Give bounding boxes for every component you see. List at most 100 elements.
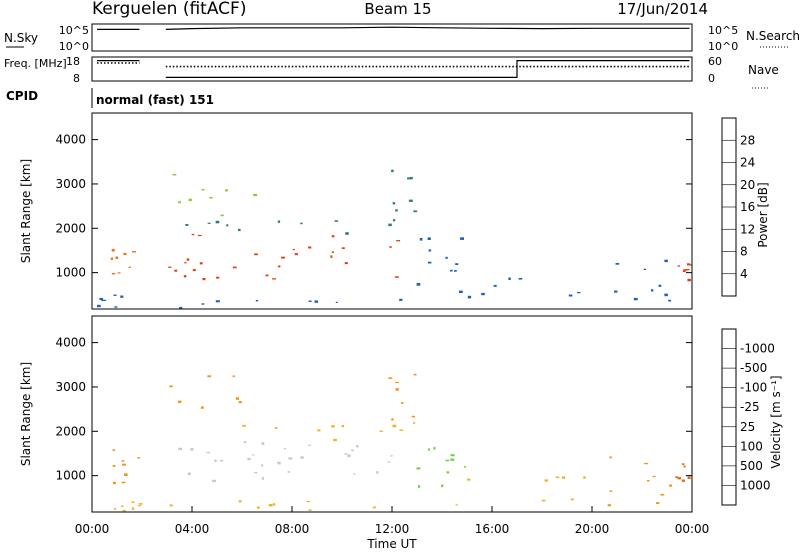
echo-point — [399, 298, 403, 301]
echo-point — [169, 385, 173, 388]
echo-point — [413, 373, 417, 376]
echo-point — [607, 504, 611, 507]
y-tick-label: 3000 — [55, 177, 86, 191]
echo-point — [345, 232, 349, 235]
colorbar-tick-label: -500 — [740, 361, 767, 375]
echo-point — [238, 401, 242, 404]
echo-point — [288, 457, 293, 460]
echo-point — [216, 276, 220, 279]
echo-point — [376, 471, 379, 474]
echo-point — [292, 248, 295, 251]
echo-point — [124, 473, 128, 476]
echo-point — [445, 459, 449, 462]
echo-point — [226, 224, 229, 227]
noise-panel: N.Sky 10^5 10^0 10^5 10^0 N.Search — [4, 23, 800, 53]
echo-point — [651, 289, 654, 292]
velocity-x-axis: 00:00 04:00 08:00 12:00 16:00 20:00 00:00 — [75, 506, 709, 536]
echo-point — [686, 263, 691, 266]
echo-point — [433, 447, 436, 450]
noise-right-tick-bottom: 10^0 — [708, 40, 738, 53]
echo-point — [351, 449, 354, 452]
echo-point — [214, 459, 217, 462]
echo-point — [300, 222, 303, 225]
echo-point — [113, 508, 116, 510]
echo-point — [682, 270, 686, 273]
echo-point — [427, 448, 430, 451]
power-panel: 1000 2000 3000 4000 Slant Range [km] 4 8 12 16… — [19, 112, 770, 310]
echo-point — [418, 485, 421, 488]
x-tick-label: 16:00 — [475, 522, 510, 536]
echo-point — [183, 275, 187, 278]
echo-point — [168, 266, 172, 268]
echo-point — [255, 300, 259, 302]
echo-point — [191, 233, 195, 236]
frequency-right-tick-top: 60 — [708, 55, 722, 68]
echo-point — [123, 252, 127, 255]
echo-point — [347, 454, 351, 457]
echo-point — [391, 418, 394, 421]
echo-point — [277, 265, 281, 268]
echo-point — [261, 464, 264, 467]
echo-point — [609, 456, 612, 459]
noise-plot-area — [97, 26, 690, 30]
scatter-region-10 — [677, 263, 692, 282]
echo-point — [411, 415, 416, 418]
date-title: 17/Jun/2014 — [617, 0, 708, 18]
colorbar-tick-label: 28 — [740, 133, 755, 147]
echo-point — [388, 377, 393, 379]
echo-point — [178, 447, 182, 451]
echo-point — [647, 479, 650, 482]
echo-point — [294, 253, 298, 256]
echo-point — [677, 477, 681, 480]
echo-point — [331, 425, 335, 428]
echo-point — [446, 471, 450, 474]
velocity-y-axis-label: Slant Range [km] — [19, 362, 33, 466]
echo-point — [609, 490, 613, 492]
scatter-region-5 — [169, 500, 376, 511]
echo-point — [261, 442, 265, 445]
frequency-left-tick-top: 18 — [66, 55, 80, 68]
echo-point — [450, 454, 455, 457]
frequency-left-tick-bottom: 8 — [73, 72, 80, 85]
scatter-region-3 — [185, 220, 392, 235]
colorbar-tick-label: 24 — [740, 156, 755, 170]
frequency-plot-area — [97, 59, 690, 79]
scatter-region-2 — [168, 233, 401, 281]
echo-point — [317, 429, 321, 432]
echo-point — [235, 397, 239, 400]
freq-line-1 — [165, 59, 690, 79]
frequency-panel: Freq. [MHz] 18 8 60 0 Nave — [4, 55, 779, 89]
y-tick-label: 2000 — [55, 424, 86, 438]
echo-point — [413, 422, 416, 424]
echo-point — [427, 237, 431, 240]
echo-point — [413, 210, 418, 213]
frequency-frame — [91, 56, 693, 82]
x-tick-label: 12:00 — [375, 522, 410, 536]
echo-point — [428, 249, 432, 252]
echo-point — [419, 237, 423, 241]
echo-point — [225, 189, 228, 192]
echo-point — [243, 441, 247, 443]
echo-point — [242, 424, 246, 427]
echo-point — [117, 272, 121, 274]
echo-point — [207, 222, 211, 224]
echo-point — [615, 263, 620, 265]
echo-point — [372, 506, 376, 509]
echo-point — [252, 454, 255, 456]
velocity-plot-area — [112, 373, 691, 512]
echo-point — [455, 263, 459, 265]
cpid-label: CPID — [6, 89, 38, 103]
beam-title: Beam 15 — [364, 0, 431, 18]
echo-point — [131, 507, 135, 510]
echo-point — [201, 303, 205, 305]
echo-point — [215, 300, 220, 303]
colorbar-tick-label: 500 — [740, 459, 763, 473]
echo-point — [122, 509, 126, 512]
echo-point — [113, 294, 117, 296]
colorbar-tick-label: 4 — [740, 267, 748, 281]
echo-point — [212, 479, 216, 483]
colorbar-tick-label: 25 — [740, 420, 755, 434]
scatter-region-7 — [416, 237, 464, 286]
echo-point — [395, 381, 399, 384]
echo-point — [399, 429, 404, 431]
